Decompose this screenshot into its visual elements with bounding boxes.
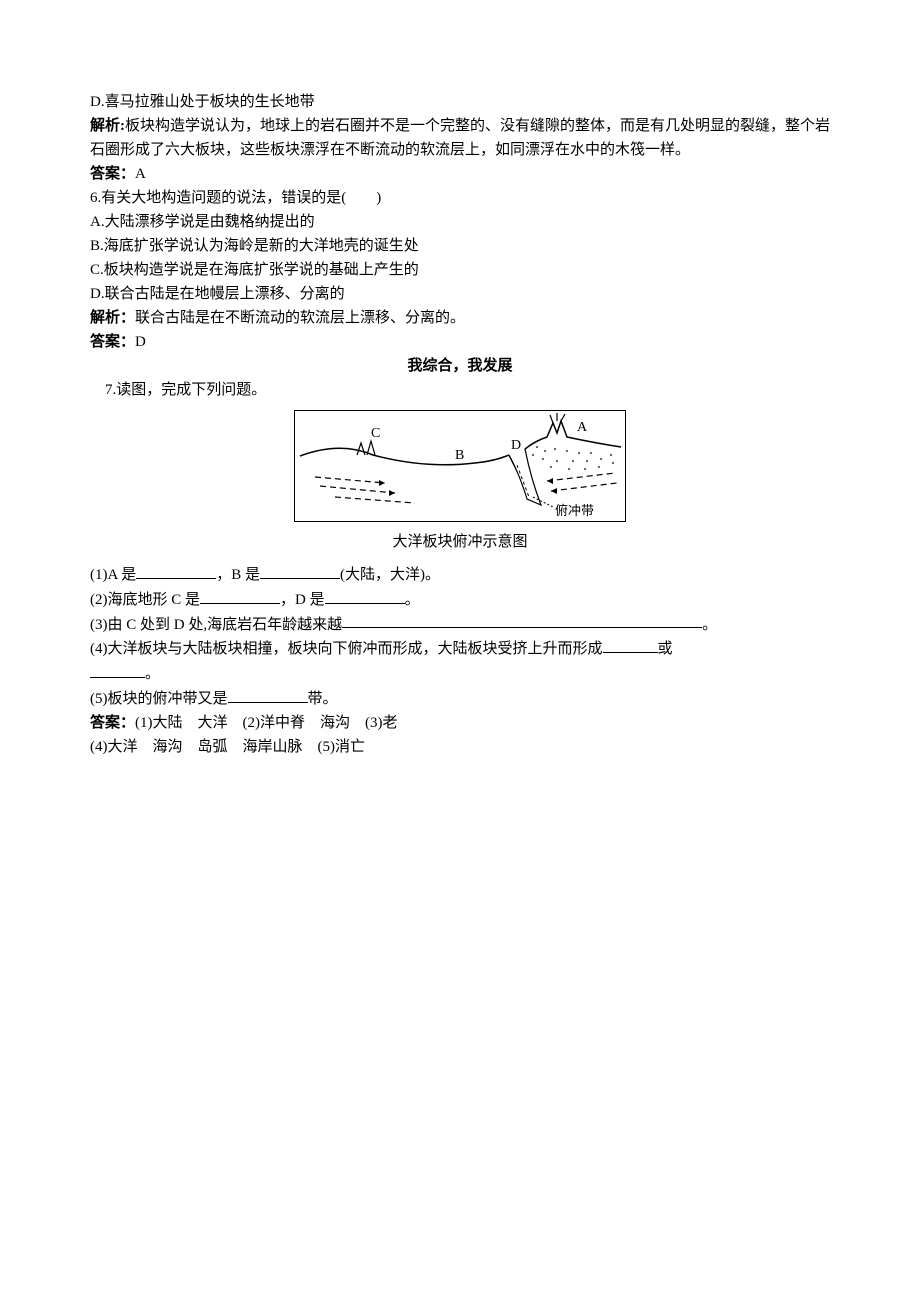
analysis-label: 解析：: [90, 310, 135, 326]
q6-option-b: B.海底扩张学说认为海岭是新的大洋地壳的诞生处: [90, 234, 830, 258]
blank: [228, 686, 308, 703]
q6-analysis: 解析：联合古陆是在不断流动的软流层上漂移、分离的。: [90, 306, 830, 330]
blank: [90, 661, 145, 678]
q7-p2a: (2)海底地形 C 是: [90, 592, 200, 608]
figure-label-d: D: [511, 438, 521, 453]
q7-p4a: (4)大洋板块与大陆板块相撞，板块向下俯冲而形成，大陆板块受挤上升而形成: [90, 641, 603, 657]
q6-stem: 6.有关大地构造问题的说法，错误的是( ): [90, 186, 830, 210]
q7-part3: (3)由 C 处到 D 处,海底岩石年龄越来越 。: [90, 612, 830, 637]
section-heading: 我综合，我发展: [90, 354, 830, 378]
q7-part2: (2)海底地形 C 是 ，D 是 。: [90, 587, 830, 612]
q7-p3b: 。: [702, 616, 717, 632]
figure-label-a: A: [577, 420, 588, 435]
analysis-label: 解析:: [90, 118, 125, 134]
q6-answer: 答案：D: [90, 330, 830, 354]
q6-analysis-text: 联合古陆是在不断流动的软流层上漂移、分离的。: [135, 310, 465, 326]
q7-p2c: 。: [405, 592, 420, 608]
blank: [200, 587, 280, 604]
q7-p1a: (1)A 是: [90, 567, 136, 583]
answer-label: 答案：: [90, 715, 135, 731]
q6-option-d: D.联合古陆是在地幔层上漂移、分离的: [90, 282, 830, 306]
q7-answer-line2: (4)大洋 海沟 岛弧 海岸山脉 (5)消亡: [90, 735, 830, 759]
q7-p4b: 或: [658, 641, 673, 657]
q5-option-d: D.喜马拉雅山处于板块的生长地带: [90, 90, 830, 114]
blank: [260, 562, 340, 579]
q7-p5a: (5)板块的俯冲带又是: [90, 691, 228, 707]
q7-part4-line2: 。: [90, 661, 830, 686]
q7-stem: 7.读图，完成下列问题。: [90, 378, 830, 402]
q7-figure: C B D A 俯冲带: [294, 410, 626, 522]
answer-label: 答案：: [90, 166, 135, 182]
figure-annotation: 俯冲带: [555, 503, 594, 518]
q7-p4c: 。: [145, 666, 160, 682]
blank: [603, 636, 658, 653]
q7-part5: (5)板块的俯冲带又是 带。: [90, 686, 830, 711]
q7-ans1: (1)大陆 大洋 (2)洋中脊 海沟 (3)老: [135, 715, 397, 731]
q6-option-c: C.板块构造学说是在海底扩张学说的基础上产生的: [90, 258, 830, 282]
q7-p2b: ，D 是: [280, 592, 325, 608]
q7-part1: (1)A 是 ，B 是 (大陆，大洋)。: [90, 562, 830, 587]
q6-option-a: A.大陆漂移学说是由魏格纳提出的: [90, 210, 830, 234]
q7-p1c: (大陆，大洋)。: [340, 567, 440, 583]
q6-block: 6.有关大地构造问题的说法，错误的是( ) A.大陆漂移学说是由魏格纳提出的 B…: [90, 186, 830, 354]
blank: [136, 562, 216, 579]
q5-analysis: 解析:板块构造学说认为，地球上的岩石圈并不是一个完整的、没有缝隙的整体，而是有几…: [90, 114, 830, 162]
q7-answer-line1: 答案：(1)大陆 大洋 (2)洋中脊 海沟 (3)老: [90, 711, 830, 735]
q5-answer-text: A: [135, 166, 146, 182]
blank: [325, 587, 405, 604]
q7-block: 7.读图，完成下列问题。: [90, 378, 830, 759]
figure-caption: 大洋板块俯冲示意图: [90, 530, 830, 554]
figure-label-b: B: [455, 448, 464, 463]
q7-part4: (4)大洋板块与大陆板块相撞，板块向下俯冲而形成，大陆板块受挤上升而形成 或: [90, 636, 830, 661]
q5-analysis-text: 板块构造学说认为，地球上的岩石圈并不是一个完整的、没有缝隙的整体，而是有几处明显…: [90, 118, 830, 158]
figure-label-c: C: [371, 426, 380, 441]
q7-p5b: 带。: [308, 691, 338, 707]
q5-block: D.喜马拉雅山处于板块的生长地带 解析:板块构造学说认为，地球上的岩石圈并不是一…: [90, 90, 830, 186]
subduction-diagram-icon: C B D A 俯冲带: [295, 411, 625, 521]
q7-p1b: ，B 是: [216, 567, 260, 583]
blank: [342, 612, 702, 629]
q6-answer-text: D: [135, 334, 146, 350]
q5-answer: 答案：A: [90, 162, 830, 186]
q7-p3a: (3)由 C 处到 D 处,海底岩石年龄越来越: [90, 616, 342, 632]
answer-label: 答案：: [90, 334, 135, 350]
q7-figure-wrap: C B D A 俯冲带 大洋板块俯冲示意图: [90, 410, 830, 554]
